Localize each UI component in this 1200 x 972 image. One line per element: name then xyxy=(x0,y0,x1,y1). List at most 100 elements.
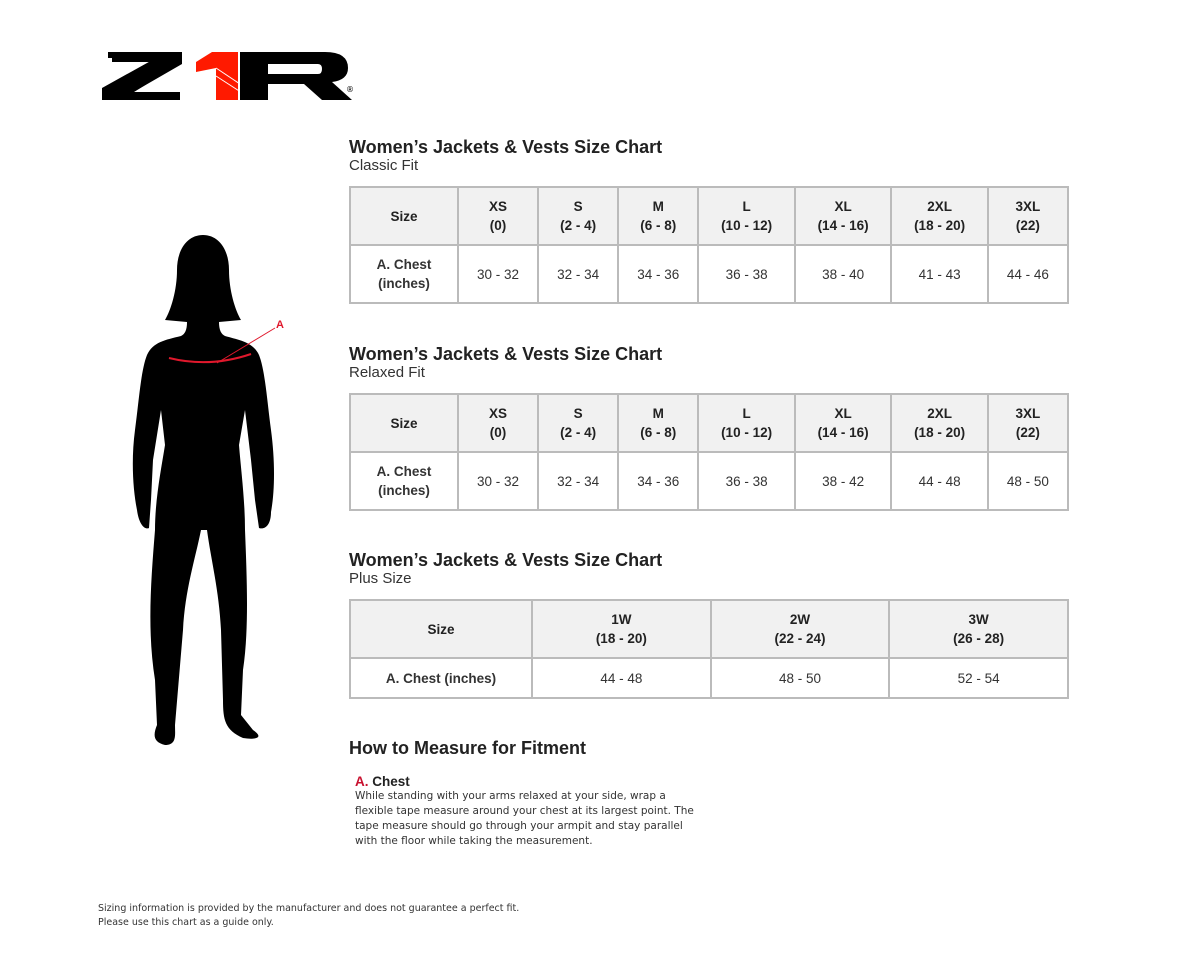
size-range: (14 - 16) xyxy=(817,218,869,233)
chest-value-cell: 30 - 32 xyxy=(456,451,540,511)
size-header-cell: XS (0) xyxy=(456,186,540,246)
size-header-row: Size 1W (18 - 20) 2W (22 - 24) 3W (26 - 28) xyxy=(349,599,1069,659)
chest-row-label: A. Chest (inches) xyxy=(349,451,459,511)
woman-silhouette-figure: A xyxy=(132,235,284,745)
size-range: (22) xyxy=(1015,218,1040,233)
size-table: Size XS (0) S (2 - 4) M (6 - 8) L (10 - 12) XL (14… xyxy=(349,393,1070,511)
z1r-logo: ® xyxy=(102,52,354,100)
size-name: L xyxy=(742,199,751,214)
size-header-cell: 3XL (22) xyxy=(986,186,1070,246)
size-chart-section: Women’s Jackets & Vests Size Chart Class… xyxy=(349,137,1070,304)
chart-subtitle: Plus Size xyxy=(349,570,412,587)
chart-title: Women’s Jackets & Vests Size Chart xyxy=(349,137,663,157)
chest-row-label: A. Chest (inches) xyxy=(349,244,459,304)
size-header-cell: 1W (18 - 20) xyxy=(531,599,712,659)
size-range: (10 - 12) xyxy=(721,218,773,233)
size-header-cell: 3W (26 - 28) xyxy=(888,599,1069,659)
chest-row-label: A. Chest (inches) xyxy=(349,657,533,699)
size-header-cell: S (2 - 4) xyxy=(537,393,620,453)
disclaimer-line: Sizing information is provided by the ma… xyxy=(98,903,520,914)
size-range: (18 - 20) xyxy=(914,218,966,233)
size-header-cell: XL (14 - 16) xyxy=(793,393,893,453)
size-range: (22 - 24) xyxy=(774,631,826,646)
chest-value-cell: 41 - 43 xyxy=(890,244,989,304)
howto-title: How to Measure for Fitment xyxy=(349,738,587,758)
size-name: S xyxy=(573,406,583,421)
chart-subtitle: Classic Fit xyxy=(349,157,419,174)
size-name: M xyxy=(652,199,664,214)
size-header-row: Size XS (0) S (2 - 4) M (6 - 8) L (10 - 12) XL (14… xyxy=(349,186,1070,246)
chart-title: Women’s Jackets & Vests Size Chart xyxy=(349,550,663,570)
chest-value-cell: 44 - 46 xyxy=(986,244,1070,304)
chest-row: A. Chest (inches) 30 - 32 32 - 34 34 - 36 36… xyxy=(349,244,1070,304)
size-header-row: Size XS (0) S (2 - 4) M (6 - 8) L (10 - 12) XL (14… xyxy=(349,393,1070,453)
size-header-cell: XS (0) xyxy=(456,393,540,453)
size-range: (18 - 20) xyxy=(914,425,966,440)
chart-subtitle: Relaxed Fit xyxy=(349,364,425,381)
chest-value-cell: 36 - 38 xyxy=(697,244,796,304)
size-header-cell: M (6 - 8) xyxy=(617,393,700,453)
size-header-label: Size xyxy=(349,393,459,453)
disclaimer-line: Please use this chart as a guide only. xyxy=(98,917,274,928)
chest-measure-instructions: While standing with your arms relaxed at… xyxy=(355,790,694,847)
chest-marker-label: A xyxy=(276,319,284,331)
chest-measure-heading: A. Chest xyxy=(355,774,705,789)
size-header-cell: S (2 - 4) xyxy=(537,186,620,246)
size-name: 2XL xyxy=(927,406,952,421)
size-range: (26 - 28) xyxy=(953,631,1005,646)
size-name: L xyxy=(742,406,751,421)
chest-value-cell: 34 - 36 xyxy=(617,451,700,511)
chest-row: A. Chest (inches) 44 - 48 48 - 50 52 - 54 xyxy=(349,657,1069,699)
chest-value-cell: 34 - 36 xyxy=(617,244,700,304)
chart-title: Women’s Jackets & Vests Size Chart xyxy=(349,344,663,364)
size-table: Size 1W (18 - 20) 2W (22 - 24) 3W (26 - 28) A.… xyxy=(349,599,1069,699)
size-header-label: Size xyxy=(349,599,533,659)
chest-row: A. Chest (inches) 30 - 32 32 - 34 34 - 36 36… xyxy=(349,451,1070,511)
size-chart-section: Women’s Jackets & Vests Size Chart Plus … xyxy=(349,550,1069,699)
size-header-label: Size xyxy=(349,186,459,246)
chest-value-cell: 32 - 34 xyxy=(537,244,620,304)
chest-value-cell: 38 - 40 xyxy=(793,244,893,304)
size-range: (10 - 12) xyxy=(721,425,773,440)
size-name: 3W xyxy=(968,612,989,627)
chest-value-cell: 30 - 32 xyxy=(456,244,540,304)
size-range: (14 - 16) xyxy=(817,425,869,440)
chest-value-cell: 48 - 50 xyxy=(709,657,891,699)
size-header-cell: 2XL (18 - 20) xyxy=(890,186,989,246)
size-range: (0) xyxy=(489,218,507,233)
registered-mark: ® xyxy=(346,85,354,94)
size-range: (18 - 20) xyxy=(595,631,647,646)
size-range: (0) xyxy=(489,425,507,440)
size-header-cell: 3XL (22) xyxy=(986,393,1070,453)
size-name: M xyxy=(652,406,664,421)
size-header-cell: 2W (22 - 24) xyxy=(709,599,891,659)
size-header-cell: 2XL (18 - 20) xyxy=(890,393,989,453)
size-range: (22) xyxy=(1015,425,1040,440)
size-range: (6 - 8) xyxy=(640,425,677,440)
measure-letter: A. xyxy=(355,774,369,789)
size-name: 1W xyxy=(611,612,632,627)
chest-value-cell: 36 - 38 xyxy=(697,451,796,511)
chest-value-cell: 38 - 42 xyxy=(793,451,893,511)
size-chart-section: Women’s Jackets & Vests Size Chart Relax… xyxy=(349,344,1070,511)
size-header-cell: L (10 - 12) xyxy=(697,393,796,453)
size-name: 2W xyxy=(789,612,811,627)
size-header-cell: XL (14 - 16) xyxy=(793,186,893,246)
size-name: 3XL xyxy=(1015,406,1041,421)
chest-value-cell: 52 - 54 xyxy=(888,657,1069,699)
size-table: Size XS (0) S (2 - 4) M (6 - 8) L (10 - 12) XL (14… xyxy=(349,186,1070,304)
chest-value-cell: 44 - 48 xyxy=(890,451,989,511)
chest-measure-line xyxy=(168,353,252,364)
chest-value-cell: 48 - 50 xyxy=(986,451,1070,511)
chest-value-cell: 44 - 48 xyxy=(531,657,712,699)
size-name: S xyxy=(573,199,583,214)
size-name: 3XL xyxy=(1015,199,1041,214)
size-range: (6 - 8) xyxy=(640,218,677,233)
size-range: (2 - 4) xyxy=(560,425,597,440)
size-name: XL xyxy=(834,406,852,421)
size-range: (2 - 4) xyxy=(560,218,597,233)
disclaimer: Sizing information is provided by the ma… xyxy=(98,902,519,930)
size-header-cell: L (10 - 12) xyxy=(697,186,796,246)
size-name: XS xyxy=(489,406,508,421)
